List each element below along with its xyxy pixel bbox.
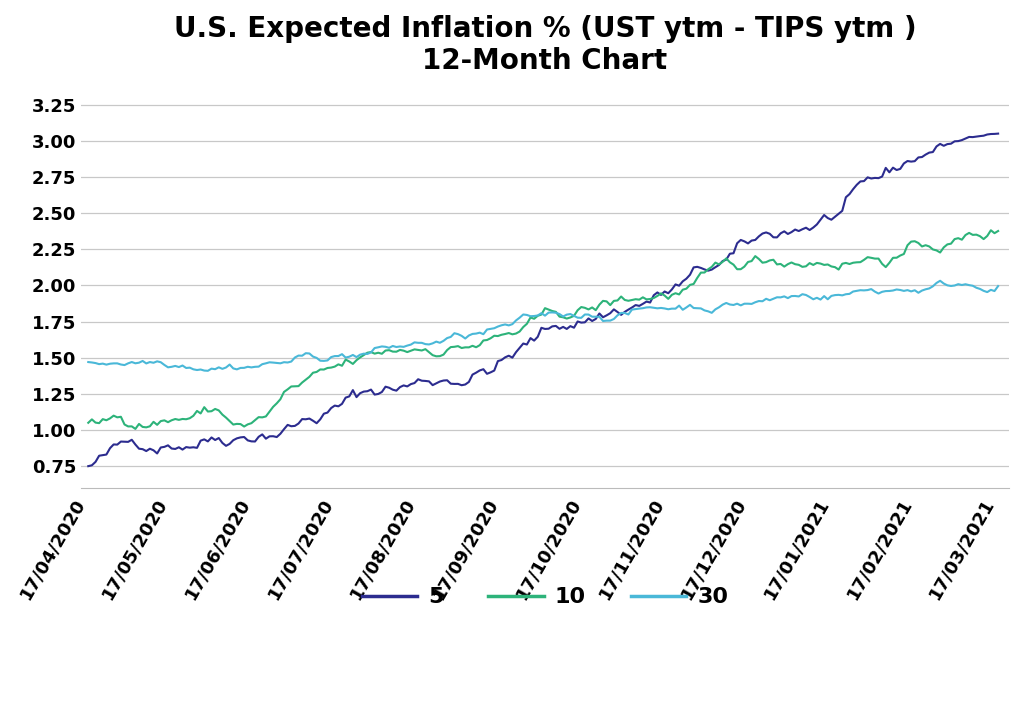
Legend: 5, 10, 30: 5, 10, 30: [353, 579, 737, 616]
Line: 30: 30: [88, 281, 998, 371]
5: [970, 132, 982, 141]
30: [357, 349, 370, 358]
Title: U.S. Expected Inflation % (UST ytm - TIPS ytm )
12-Month Chart: U.S. Expected Inflation % (UST ytm - TIP…: [174, 15, 916, 75]
5: [100, 450, 113, 459]
30: [978, 287, 990, 295]
30: [100, 360, 113, 369]
10: [974, 232, 986, 240]
30: [934, 277, 946, 285]
30: [724, 300, 736, 309]
Line: 10: 10: [88, 230, 998, 429]
Line: 5: 5: [88, 134, 998, 466]
10: [724, 258, 736, 267]
30: [82, 358, 94, 366]
5: [804, 226, 816, 235]
5: [992, 129, 1005, 138]
10: [129, 424, 141, 433]
30: [807, 295, 819, 304]
5: [720, 255, 732, 264]
30: [666, 304, 678, 313]
30: [202, 367, 214, 375]
10: [992, 227, 1005, 235]
10: [666, 291, 678, 299]
10: [357, 351, 370, 359]
5: [663, 289, 675, 297]
5: [354, 389, 367, 397]
10: [82, 419, 94, 427]
5: [82, 462, 94, 471]
10: [985, 226, 997, 235]
30: [992, 282, 1005, 290]
10: [807, 261, 819, 269]
10: [100, 416, 113, 424]
